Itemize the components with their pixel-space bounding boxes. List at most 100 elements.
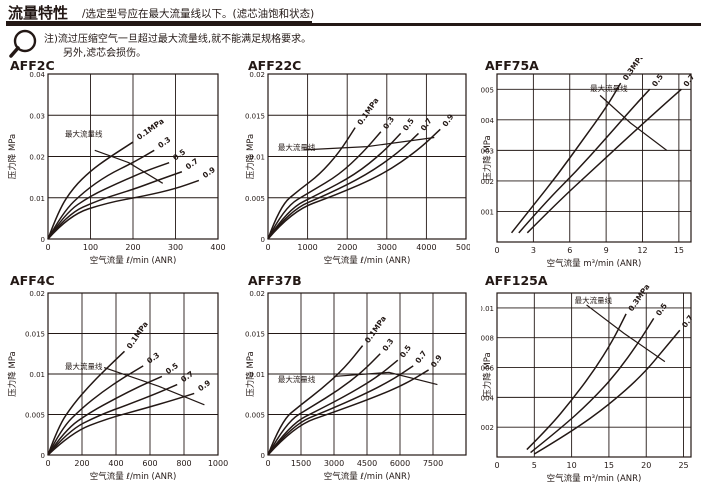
- y-tick-label: 0: [41, 452, 45, 460]
- x-tick-label: 0: [265, 459, 270, 468]
- chart-svg: AFF125A 0.002 0.004 0.006 0.008 0.01 0 5 10 15 20 2…: [474, 273, 695, 484]
- series-line: [526, 88, 682, 234]
- x-tick-label: 0: [45, 459, 50, 468]
- series-line: [47, 141, 134, 240]
- y-tick-label: 0.004: [481, 394, 495, 402]
- y-tick-label: 0.01: [249, 371, 265, 379]
- y-tick-label: 0.008: [481, 335, 494, 343]
- x-tick-label: 15: [604, 461, 614, 470]
- chart-title: AFF37B: [248, 273, 302, 288]
- plot-frame: [496, 292, 692, 458]
- chart-svg: AFF22C 0 0.005 0.01 0.015 0.02 0 1000 2000 3000 40…: [245, 58, 476, 266]
- series-line: [47, 365, 144, 456]
- y-tick-label: 0.03: [29, 112, 45, 120]
- max-flow-line: [103, 366, 205, 406]
- series-line: [267, 132, 419, 240]
- y-tick-label: 0.015: [25, 331, 45, 339]
- x-tick-label: 0: [494, 246, 499, 255]
- y-axis-label: 压力降 MPa: [7, 351, 18, 397]
- y-tick-label: 0.003: [481, 147, 494, 155]
- chart-title: AFF125A: [485, 273, 548, 288]
- plot-frame: [496, 73, 692, 243]
- y-axis-label: 压力降 MPa: [482, 135, 493, 181]
- y-tick-label: 0.01: [481, 305, 494, 313]
- y-axis-label: 压力降 MPa: [482, 352, 493, 398]
- chart-svg: AFF75A 0.001 0.002 0.003 0.004 0.005 0 3 6 9 12 15 空…: [474, 52, 697, 269]
- y-tick-label: 0: [261, 452, 265, 460]
- x-axis-label: 空气流量 ℓ/min (ANR): [90, 255, 177, 266]
- x-tick-label: 0: [265, 243, 270, 252]
- section-subtitle: /选定型号应在最大流量线以下。(滤芯油饱和状态): [82, 8, 315, 20]
- max-flow-label: 最大流量线: [65, 361, 103, 371]
- chart-svg: AFF4C 0 0.005 0.01 0.015 0.02 0 200 400 600 800 100…: [7, 273, 228, 482]
- x-tick-label: 800: [176, 459, 191, 468]
- y-tick-label: 0.01: [29, 195, 45, 203]
- x-tick-label: 3: [531, 246, 536, 255]
- x-tick-label: 4500: [357, 459, 377, 468]
- section-title: 流量特性: [8, 4, 69, 22]
- x-tick-label: 200: [74, 459, 89, 468]
- x-tick-label: 300: [168, 243, 183, 252]
- chart-aff125a: AFF125A 0.002 0.004 0.006 0.008 0.01 0 5 10 15 20 2…: [474, 273, 699, 489]
- note: 注)流过压缩空气一旦超过最大流量线,就不能满足规格要求。 另外,滤芯会损伤。: [8, 28, 568, 60]
- x-tick-label: 9: [604, 246, 609, 255]
- x-tick-label: 15: [674, 246, 684, 255]
- series-line: [47, 383, 178, 456]
- y-tick-label: 0.01: [249, 154, 265, 162]
- x-tick-label: 1000: [208, 459, 228, 468]
- series-line: [47, 171, 183, 240]
- series-line: [47, 392, 195, 456]
- series-line: [267, 369, 429, 456]
- series-line: [47, 350, 126, 456]
- y-tick-label: 0.02: [249, 71, 265, 79]
- chart-title: AFF22C: [248, 58, 301, 73]
- chart-aff4c: AFF4C 0 0.005 0.01 0.015 0.02 0 200 400 600 800 100…: [6, 273, 234, 489]
- series-line: [267, 131, 382, 240]
- series-line: [267, 353, 381, 456]
- series-line: [267, 365, 414, 456]
- x-tick-label: 0: [45, 243, 50, 252]
- y-tick-label: 0.04: [29, 71, 45, 79]
- chart-title: AFF2C: [10, 58, 55, 73]
- series-line: [530, 317, 655, 454]
- series-line: [510, 82, 622, 234]
- y-tick-label: 0.01: [29, 371, 45, 379]
- chart-aff2c: AFF2C 0 0.01 0.02 0.03 0.04 0 100 200 300 400 空气流量 …: [6, 58, 234, 270]
- section-header: 流量特性 /选定型号应在最大流量线以下。(滤芯油饱和状态): [6, 2, 701, 26]
- x-tick-label: 200: [125, 243, 140, 252]
- series-line: [267, 132, 402, 240]
- x-tick-label: 2000: [337, 243, 357, 252]
- max-flow-line: [599, 94, 668, 151]
- x-tick-label: 5000: [456, 243, 470, 252]
- x-tick-label: 25: [678, 461, 688, 470]
- max-flow-line: [586, 304, 666, 363]
- x-tick-label: 4000: [416, 243, 436, 252]
- chart-title: AFF4C: [10, 273, 55, 288]
- y-tick-label: 0.005: [481, 86, 494, 94]
- x-tick-label: 3000: [324, 459, 344, 468]
- chart-aff37b: AFF37B 0 0.005 0.01 0.015 0.02 0 1500 3000 4500 60…: [244, 273, 470, 489]
- y-tick-label: 0.005: [25, 412, 45, 420]
- chart-svg: AFF2C 0 0.01 0.02 0.03 0.04 0 100 200 300 400 空气流量 …: [7, 58, 226, 266]
- max-flow-label: 最大流量线: [278, 142, 316, 152]
- x-tick-label: 20: [641, 461, 651, 470]
- series-line: [533, 329, 681, 455]
- chart-aff22c: AFF22C 0 0.005 0.01 0.015 0.02 0 1000 2000 3000 40…: [244, 58, 476, 270]
- x-tick-label: 7500: [423, 459, 443, 468]
- x-axis-label: 空气流量 m³/min (ANR): [547, 258, 642, 269]
- series-line: [267, 128, 441, 240]
- series-line: [267, 345, 364, 456]
- series-line: [47, 161, 170, 240]
- series-line: [47, 375, 163, 456]
- x-tick-label: 400: [108, 459, 123, 468]
- series-line: [518, 88, 651, 234]
- chart-title: AFF75A: [485, 58, 539, 73]
- max-flow-line: [303, 136, 435, 151]
- y-tick-label: 0.02: [29, 154, 45, 162]
- series-line: [267, 359, 399, 456]
- max-flow-label: 最大流量线: [65, 129, 103, 139]
- y-tick-label: 0.001: [481, 208, 494, 216]
- y-tick-label: 0.02: [249, 290, 265, 298]
- y-tick-label: 0.015: [245, 112, 265, 120]
- x-tick-label: 5: [532, 461, 537, 470]
